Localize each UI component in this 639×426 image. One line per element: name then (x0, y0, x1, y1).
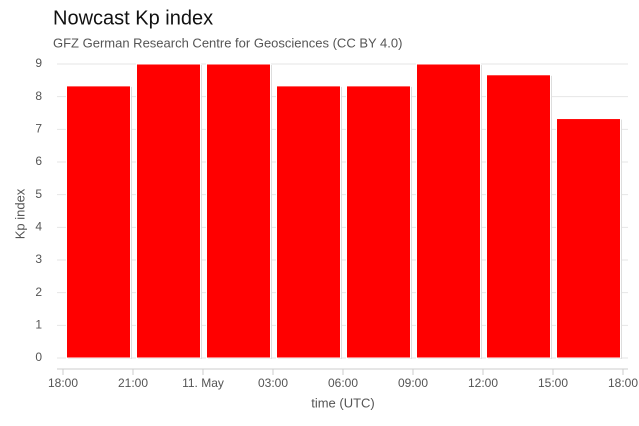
bar (486, 74, 551, 359)
y-tick-label: 4 (35, 220, 42, 234)
bar (136, 63, 201, 359)
y-tick-label: 6 (35, 154, 42, 168)
chart-title: Nowcast Kp index (53, 7, 213, 29)
y-tick-label: 5 (35, 187, 42, 201)
x-tick-label: 15:00 (538, 376, 568, 390)
x-tick-label: 03:00 (258, 376, 288, 390)
bar (276, 85, 341, 359)
y-tick-label: 7 (35, 122, 42, 136)
y-axis-label: Kp index (12, 188, 27, 239)
x-tick-label: 18:00 (48, 376, 78, 390)
bar (416, 63, 481, 359)
x-tick-label: 06:00 (328, 376, 358, 390)
x-tick-label: 21:00 (118, 376, 148, 390)
bar (206, 63, 271, 359)
bar (346, 85, 411, 359)
y-tick-label: 0 (35, 350, 42, 364)
bar (556, 118, 621, 359)
chart-subtitle: GFZ German Research Centre for Geoscienc… (53, 35, 402, 50)
x-tick-label: 18:00 (608, 376, 638, 390)
y-tick-label: 9 (35, 56, 42, 70)
bar (66, 85, 131, 359)
y-tick-label: 3 (35, 252, 42, 266)
y-tick-label: 1 (35, 318, 42, 332)
x-tick-label: 11. May (182, 376, 224, 390)
x-tick-label: 12:00 (468, 376, 498, 390)
x-axis-label: time (UTC) (311, 395, 375, 410)
y-tick-label: 2 (35, 285, 42, 299)
y-tick-label: 8 (35, 89, 42, 103)
x-tick-label: 09:00 (398, 376, 428, 390)
